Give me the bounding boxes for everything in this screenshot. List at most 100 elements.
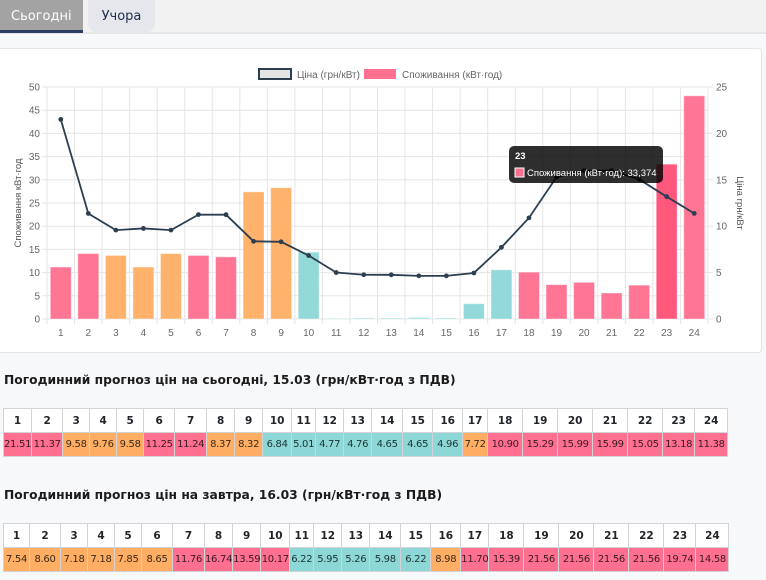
x-tick-label: 11 <box>331 328 342 339</box>
price-cell: 11.38 <box>694 432 729 457</box>
x-tick-label: 15 <box>441 328 453 339</box>
hour-header: 20 <box>558 523 595 548</box>
hour-header: 17 <box>462 408 489 433</box>
price-point[interactable] <box>526 215 532 221</box>
x-tick-label: 7 <box>223 328 229 339</box>
tomorrow-price-table: 1 2 3 4 5 6 7 8 9 10 11 12 13 14 15 16 17 18 19 20 21 22 23 24 … <box>3 523 730 572</box>
consumption-bar[interactable] <box>49 266 72 320</box>
price-point[interactable] <box>223 212 229 218</box>
x-tick-label: 5 <box>168 328 174 339</box>
consumption-bar[interactable] <box>77 253 100 320</box>
legend-label-consumption[interactable]: Споживання (кВт·год) <box>402 70 502 81</box>
hour-header: 21 <box>592 408 629 433</box>
consumption-bar[interactable] <box>435 317 458 320</box>
consumption-bar[interactable] <box>683 95 706 320</box>
price-cell: 8.65 <box>141 547 173 572</box>
y-axis-label: Споживання кВт·год <box>13 158 24 247</box>
y-tick-label: 0 <box>34 315 40 326</box>
price-point[interactable] <box>664 194 670 200</box>
x-tick-label: 3 <box>113 328 119 339</box>
price-point[interactable] <box>140 226 146 231</box>
grid <box>42 86 713 324</box>
price-point[interactable] <box>251 238 256 244</box>
consumption-bar[interactable] <box>407 317 430 320</box>
consumption-bar[interactable] <box>573 281 596 320</box>
price-cell: 7.18 <box>60 547 88 572</box>
consumption-bar[interactable] <box>270 187 293 320</box>
hour-header: 15 <box>400 523 432 548</box>
tooltip-swatch <box>514 167 525 178</box>
consumption-bar[interactable] <box>655 163 678 320</box>
tab-today[interactable]: Сьогодні <box>0 0 83 33</box>
price-point[interactable] <box>416 273 422 279</box>
hour-header: 19 <box>523 523 560 548</box>
tab-bar: Сьогодні Учора <box>0 0 766 34</box>
legend-label-price[interactable]: Ціна (грн/кВт) <box>297 70 360 81</box>
price-point[interactable] <box>388 272 394 278</box>
tooltip-box <box>509 146 663 183</box>
y2-tick-label: 20 <box>716 129 728 140</box>
price-point[interactable] <box>168 227 174 233</box>
hour-header: 21 <box>593 523 630 548</box>
price-point[interactable] <box>58 116 64 122</box>
price-cell: 6.22 <box>400 547 432 572</box>
consumption-bar[interactable] <box>242 191 265 320</box>
y2-tick-label: 0 <box>716 315 722 326</box>
price-point[interactable] <box>361 272 367 278</box>
price-cell: 16.74 <box>203 547 234 572</box>
consumption-bar[interactable] <box>380 317 403 320</box>
price-point[interactable] <box>278 239 284 245</box>
hour-header: 3 <box>62 408 91 433</box>
price-point[interactable] <box>196 212 201 218</box>
consumption-bar[interactable] <box>325 318 348 320</box>
x-tick-label: 8 <box>251 328 257 339</box>
price-point[interactable] <box>471 270 477 276</box>
y-tick-label: 15 <box>29 245 41 256</box>
price-cell: 21.56 <box>523 547 560 572</box>
price-point[interactable] <box>113 227 119 233</box>
x-tick-label: 16 <box>468 328 480 339</box>
consumption-bar[interactable] <box>159 253 182 320</box>
hour-header: 22 <box>627 408 664 433</box>
price-point[interactable] <box>306 253 312 258</box>
price-point[interactable] <box>691 210 697 216</box>
x-tick-label: 17 <box>496 328 508 339</box>
consumption-bar[interactable] <box>518 271 540 320</box>
price-point[interactable] <box>333 270 339 275</box>
consumption-bar[interactable] <box>187 254 210 320</box>
price-cell: 9.58 <box>116 432 145 457</box>
legend-swatch-price[interactable] <box>258 68 292 80</box>
price-cell: 8.98 <box>430 547 462 572</box>
price-cell: 14.58 <box>695 547 730 572</box>
consumption-bar[interactable] <box>462 303 485 320</box>
consumption-bar[interactable] <box>545 284 568 320</box>
tomorrow-hours-row: 1 2 3 4 5 6 7 8 9 10 11 12 13 14 15 16 17 18 19 20 21 22 23 24 <box>3 523 730 548</box>
y-tick-label: 5 <box>34 291 40 302</box>
legend: Ціна (грн/кВт) Споживання (кВт·год) <box>258 68 502 81</box>
price-point[interactable] <box>499 244 504 250</box>
price-cell: 15.05 <box>627 432 664 457</box>
price-cell: 7.85 <box>114 547 142 572</box>
consumption-bar[interactable] <box>600 292 623 320</box>
hour-header: 1 <box>3 523 30 548</box>
price-cell: 6.84 <box>262 432 293 457</box>
consumption-bar[interactable] <box>104 254 127 320</box>
price-cell: 15.99 <box>592 432 629 457</box>
consumption-bar[interactable] <box>628 284 651 320</box>
consumption-bar[interactable] <box>490 269 513 320</box>
consumption-bar[interactable] <box>132 266 155 320</box>
price-point[interactable] <box>443 273 449 279</box>
hour-header: 8 <box>206 408 236 433</box>
consumption-bar[interactable] <box>352 317 375 320</box>
today-section-title: Погодинний прогноз цін на сьогодні, 15.0… <box>4 373 456 387</box>
price-point[interactable] <box>85 211 91 216</box>
consumption-bar[interactable] <box>215 256 237 320</box>
price-cell: 11.70 <box>460 547 490 572</box>
consumption-bar[interactable] <box>297 251 320 320</box>
x-tick-label: 20 <box>579 328 591 339</box>
price-cell: 19.74 <box>663 547 697 572</box>
legend-swatch-consumption[interactable] <box>364 69 396 79</box>
tab-yesterday[interactable]: Учора <box>88 0 155 33</box>
x-tick-label: 2 <box>86 328 92 339</box>
